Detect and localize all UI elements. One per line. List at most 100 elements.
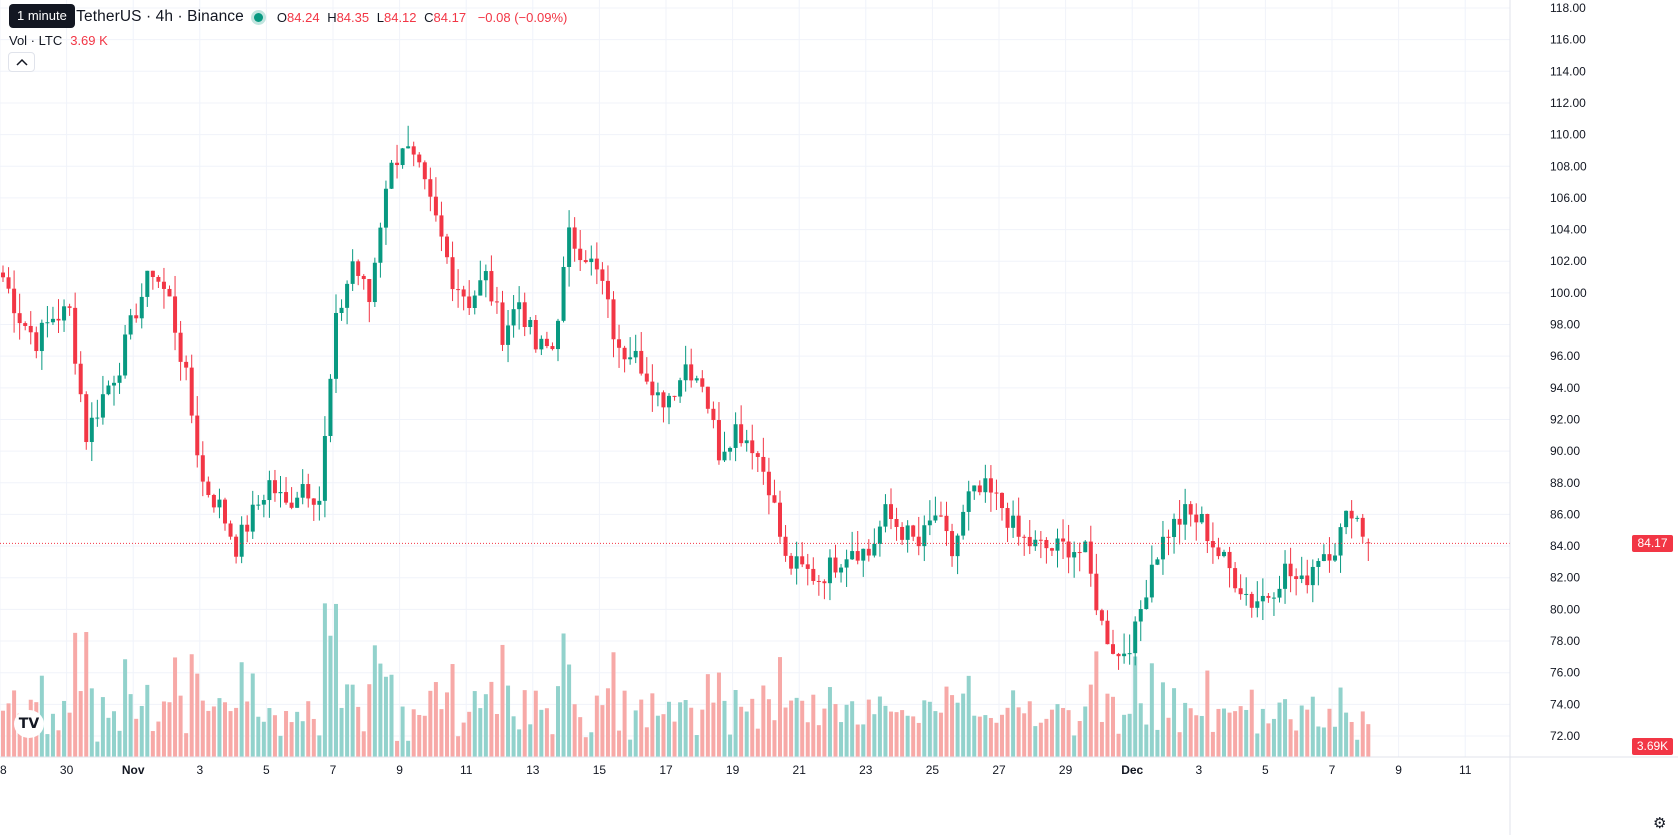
candle-body [1344,510,1349,528]
symbol-legend[interactable]: Litecoin / TetherUS · 4h · Binance O84.2… [9,6,567,28]
volume-bar [317,735,322,757]
volume-bar [1022,713,1027,757]
candle-body [1160,536,1165,560]
price-tick-label: 106.00 [1550,191,1587,205]
candle-body [611,299,616,340]
time-tick-label: 27 [992,763,1006,777]
time-tick-label: 11 [1459,763,1472,777]
settings-icon[interactable]: ⚙ [1653,815,1667,832]
volume-bar [211,706,216,757]
tradingview-logo-icon[interactable]: TV [14,710,44,738]
volume-bar [478,708,483,757]
candle-body [223,499,227,524]
price-tick-label: 110.00 [1550,128,1586,142]
candle-body [67,306,72,308]
volume-bar [833,704,838,757]
volume-bar [178,695,183,757]
candle-body [361,275,366,280]
volume-legend[interactable]: Vol · LTC 3.69 K [9,33,108,48]
volume-bar [1111,696,1115,757]
volume-bar [894,712,899,757]
candle-body [866,548,871,556]
candle-body [1271,597,1276,599]
candle-body [456,289,461,291]
volume-bar [112,711,116,757]
volume-bar [411,709,416,757]
volume-bar [550,734,555,757]
candle-body [317,500,322,505]
volume-bar [1222,708,1226,757]
candle-body [650,381,655,396]
candle-body [12,288,17,314]
candle-body [733,424,738,448]
volume-bar [1238,706,1243,757]
volume-bar [234,707,239,757]
candle-body [189,367,194,416]
candle-body [911,525,916,537]
candle-body [1155,559,1160,565]
time-tick-label: 11 [460,763,473,777]
price-tick-label: 80.00 [1550,602,1580,616]
volume-bar [78,691,83,757]
last-price-badge: 84.17 [1632,535,1673,552]
candle-body [950,531,955,557]
candle-body [556,320,560,350]
candle-body [278,492,283,494]
candle-body [550,346,555,350]
volume-bar [1294,730,1299,757]
candle-body [905,525,910,540]
candle-body [655,392,660,396]
volume-bar [911,716,916,757]
candle-body [345,283,350,308]
price-tick-label: 92.00 [1550,412,1580,426]
volume-bar [1260,708,1265,757]
volume-bar [1011,690,1016,757]
volume-bar [1066,710,1071,757]
candle-body [1316,561,1321,567]
candle-body [1183,504,1188,525]
candle-body [422,162,427,180]
candle-body [539,338,544,350]
candle-body [722,451,727,461]
last-volume-badge: 3.69K [1632,738,1673,755]
candle-body [1338,527,1343,556]
candle-body [383,188,388,228]
volume-bar [395,740,400,757]
collapse-legend-button[interactable] [8,52,35,72]
volume-bars [1,603,1371,757]
candle-body [750,440,755,454]
candle-body [322,435,327,501]
candle-body [211,494,216,508]
volume-bar [672,721,677,757]
candle-body [56,318,61,321]
volume-bar [289,722,294,757]
candle-body [533,320,538,350]
volume-bar [422,715,427,757]
volume-bar [533,690,538,757]
candle-body [1188,504,1193,515]
time-tick-label: 3 [1195,763,1202,777]
change-value: −0.08 (−0.09%) [477,9,568,25]
candle-body [428,179,433,197]
volume-bar [428,690,433,757]
candle-body [161,281,166,289]
candle-body [356,261,361,276]
candle-body [1210,541,1215,548]
candle-body [789,555,794,569]
candle-body [350,261,355,284]
volume-bar [84,632,89,757]
volume-bar [267,708,272,757]
candle-body [150,270,155,278]
volume-bar [1277,702,1282,757]
candle-body [961,511,966,536]
volume-bar [1233,711,1238,757]
volume-bar [139,705,144,757]
volume-bar [1055,704,1060,757]
volume-bar [1360,711,1365,757]
candle-body [800,556,805,565]
volume-bar [23,735,28,757]
volume-bar [328,635,333,757]
market-status-icon[interactable] [253,12,263,22]
volume-bar [417,714,422,757]
